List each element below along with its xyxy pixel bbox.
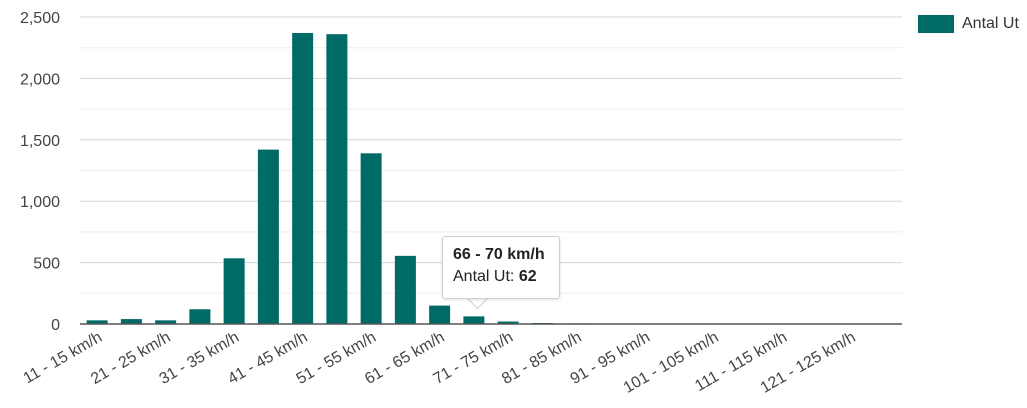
bar[interactable] [463,316,485,324]
gridlines [80,16,902,325]
y-tick-label: 2,500 [20,10,60,27]
bar[interactable] [120,319,142,324]
y-tick-label: 0 [51,317,60,334]
tooltip-series-label: Antal Ut: [453,268,519,285]
bar[interactable] [189,309,211,324]
y-tick-label: 1,000 [20,194,60,211]
bar[interactable] [257,149,279,324]
tooltip-title: 66 - 70 km/h [453,246,545,263]
bar[interactable] [86,320,108,324]
bar-series [86,32,896,325]
tooltip-value: 62 [518,268,537,285]
legend-label: Antal Ut [962,15,1019,32]
bar[interactable] [292,32,314,325]
y-tick-label: 2,000 [20,71,60,88]
x-axis-ticks: 11 - 15 km/h21 - 25 km/h31 - 35 km/h41 -… [21,329,859,397]
legend[interactable]: Antal Ut [918,15,1019,33]
tooltip-body: Antal Ut: 62 [453,266,549,288]
y-axis-ticks: 0 500 1,000 1,500 2,000 2,500 [20,10,60,334]
tooltip: 66 - 70 km/h Antal Ut: 62 [442,236,560,299]
bar[interactable] [223,258,245,324]
y-tick-label: 500 [33,256,60,273]
bar[interactable] [394,255,416,324]
bar[interactable] [497,321,519,324]
y-tick-label: 1,500 [20,133,60,150]
bar[interactable] [429,305,451,324]
bar[interactable] [155,320,177,324]
legend-swatch [918,15,954,33]
bar[interactable] [326,34,348,324]
bar[interactable] [360,153,382,324]
